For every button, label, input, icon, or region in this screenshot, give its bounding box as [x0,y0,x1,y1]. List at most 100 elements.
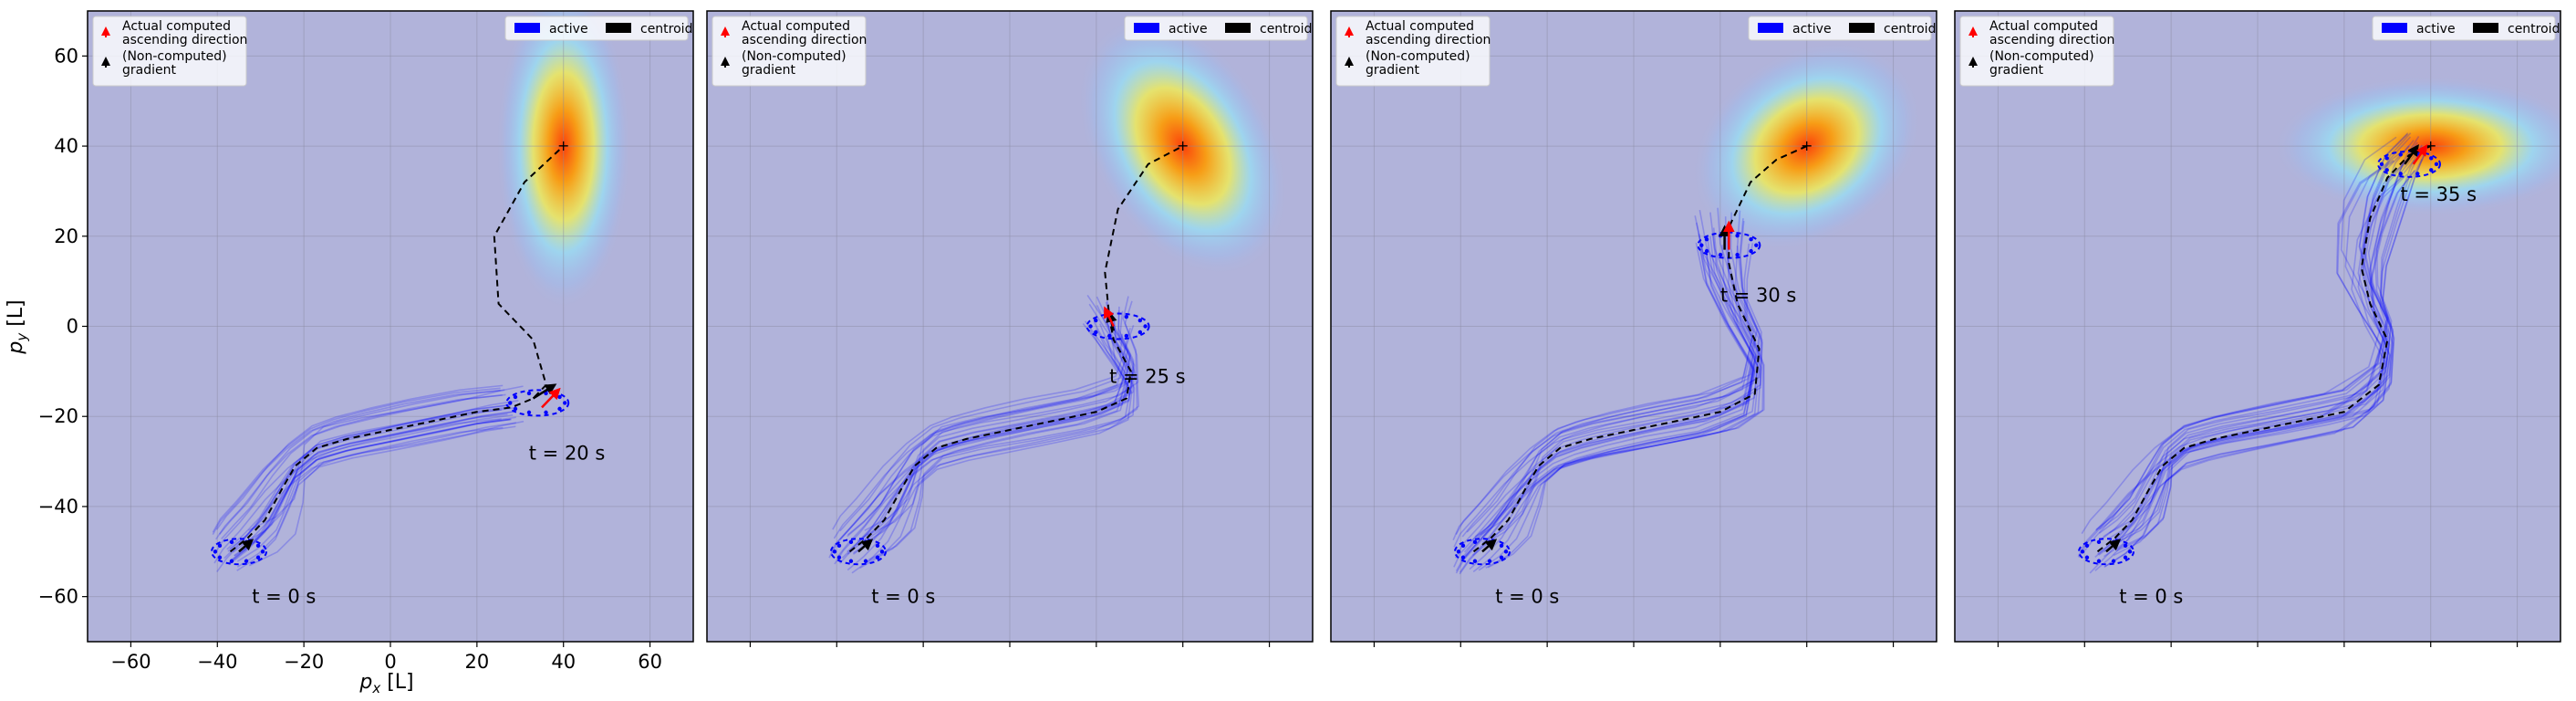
agent-start [1472,539,1478,545]
legend-swatch [1134,23,1159,33]
panel-4: + t = 0 s t = 35 s Actual computedascending… [1954,10,2561,647]
agent-start [875,555,880,560]
agent-trajectory [1453,222,1754,548]
agent-start [2123,555,2128,560]
agent-current [1718,252,1723,257]
agent-start [2111,559,2116,563]
start-gradient-arrow [238,539,254,553]
agent-trajectory [867,325,1140,560]
agent-start [2096,539,2102,545]
legend-series-label: active [2416,22,2456,37]
agent-trajectory [229,403,512,549]
legend-swatch [2382,23,2407,33]
series-legend: active centroid [1748,16,1936,41]
legend-arrow-label: (Non-computed) [1366,49,1470,64]
agent-trajectory [1455,248,1754,574]
agent-start [244,559,249,563]
series-legend: active centroid [504,16,692,41]
legend-swatch [514,23,540,33]
agent-current [1137,318,1143,323]
agent-trajectory [2109,136,2420,534]
x-tick-label: 60 [638,651,662,673]
agent-trajectory [248,385,524,531]
legend-series-label: centroid [640,22,692,37]
agent-current [1124,333,1129,339]
x-tick-label: 0 [384,651,396,673]
panel-2: + t = 0 s t = 25 s Actual computedascending… [706,10,1314,647]
agent-trajectory [236,422,516,568]
agent-trajectory [212,387,501,533]
agent-current [1749,248,1753,254]
agent-trajectory [2116,153,2425,552]
agent-trajectory [2098,158,2411,556]
agent-trajectory [1452,215,1753,540]
agent-start [879,549,885,554]
time-label: t = 25 s [1109,366,1186,388]
y-tick-label: −20 [38,405,78,427]
start-gradient-arrow [2105,539,2122,553]
agent-trajectory [1455,209,1754,535]
agent-current [1718,233,1723,238]
start-time-label: t = 0 s [871,586,935,608]
legend-arrow-label: gradient [1989,63,2043,78]
agent-trajectory [212,389,501,535]
agent-trajectory [2103,140,2415,538]
agent-start [875,543,880,549]
agent-current [2398,172,2403,176]
agent-start [217,555,223,560]
legend-swatch [1225,23,1251,33]
agent-start [1456,549,1461,554]
agent-trajectory [859,333,1136,570]
legend-arrow-label: ascending direction [742,33,867,47]
panel-3: + t = 0 s t = 30 s Actual computedascending… [1330,10,1937,647]
start-formation [211,538,267,566]
agent-trajectory [215,394,503,540]
agent-current [2398,152,2403,157]
agent-current [1699,243,1704,247]
agent-start [848,559,854,563]
agent-trajectory [2103,154,2415,553]
legend-arrow-label: gradient [742,63,795,78]
agent-trajectory [832,294,1127,530]
agent-trajectory [867,300,1139,537]
agent-trajectory [1487,243,1765,569]
legend-box [504,16,689,41]
legend-arrow-label: Actual computed [1366,19,1474,34]
agent-start [836,555,842,560]
agent-trajectory [866,328,1138,563]
current-formation [1085,312,1150,340]
agent-trajectory [839,296,1129,532]
ascending-arrow [541,387,561,409]
agent-trajectory [1455,246,1755,571]
agent-start [260,549,265,554]
y-axis-label: py [L] [5,299,30,354]
agent-start [2123,543,2128,549]
agent-trajectory [2078,160,2394,559]
start-formation [2078,538,2135,566]
start-time-label: t = 0 s [1495,586,1559,608]
agent-start [1487,559,1492,563]
ascending-arrow [1104,306,1115,328]
agent-trajectory [2113,158,2423,557]
agent-trajectory [221,393,506,539]
agent-trajectory [1474,212,1761,538]
agent-trajectory [227,418,511,565]
agent-trajectory [853,319,1133,554]
agent-trajectory [1459,249,1756,575]
agent-trajectory [234,410,514,557]
ascending-arrow [2412,144,2428,165]
agent-start [2080,549,2085,554]
agent-current [563,401,567,405]
legend-box [1124,16,1308,41]
agent-start [2096,559,2102,563]
current-formation [505,389,570,417]
legend-arrow-label: ascending direction [1366,33,1491,47]
agent-current [1094,318,1098,323]
x-tick-label: −20 [284,651,324,673]
agent-trajectory [859,310,1136,547]
agent-current [557,394,562,400]
agent-trajectory [1485,243,1764,569]
agent-trajectory [1470,216,1760,542]
agent-trajectory [1453,242,1754,568]
